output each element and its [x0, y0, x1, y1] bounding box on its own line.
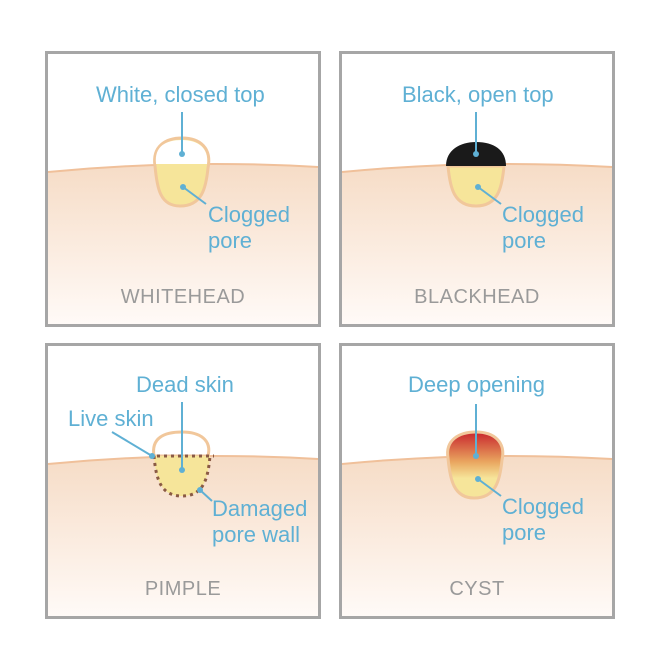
panel-title: PIMPLE — [144, 578, 222, 600]
skin-layer — [342, 455, 612, 616]
panel-title: WHITEHEAD — [120, 286, 246, 308]
pore — [446, 430, 505, 500]
blackhead-diagram — [342, 112, 612, 324]
label-pore: pore — [502, 228, 547, 253]
damaged-pore-wall — [152, 455, 212, 498]
panel-pimple: Dead skin Live skin Damaged pore wall PI… — [45, 343, 321, 619]
panel-cyst: Deep opening Clogged pore CYST — [339, 343, 615, 619]
panel-title: BLACKHEAD — [414, 286, 540, 308]
skin-layer — [342, 163, 612, 324]
pore — [154, 456, 210, 496]
label-black-open-top: Black, open top — [402, 82, 554, 107]
label-live-skin: Live skin — [68, 406, 154, 431]
skin-layer — [48, 163, 318, 324]
panel-blackhead: Black, open top Clogged pore BLACKHEAD — [339, 51, 615, 327]
label-clogged: Clogged — [502, 494, 584, 519]
pimple-diagram — [48, 402, 318, 616]
label-deep-opening: Deep opening — [408, 372, 546, 397]
label-dead-skin: Dead skin — [136, 372, 234, 397]
label-clogged: Clogged — [208, 202, 290, 227]
label-white-closed-top: White, closed top — [96, 82, 265, 107]
label-clogged: Clogged — [502, 202, 584, 227]
label-pore: pore — [208, 228, 253, 253]
label-pore-wall: pore wall — [212, 522, 301, 547]
panel-whitehead: White, closed top Clogged pore WHITEHEAD — [45, 51, 321, 327]
label-pore: pore — [502, 520, 547, 545]
whitehead-diagram — [48, 112, 318, 324]
cyst-diagram — [342, 404, 612, 616]
label-damaged: Damaged — [212, 496, 308, 521]
panel-title: CYST — [449, 578, 505, 600]
skin-layer — [48, 455, 318, 616]
